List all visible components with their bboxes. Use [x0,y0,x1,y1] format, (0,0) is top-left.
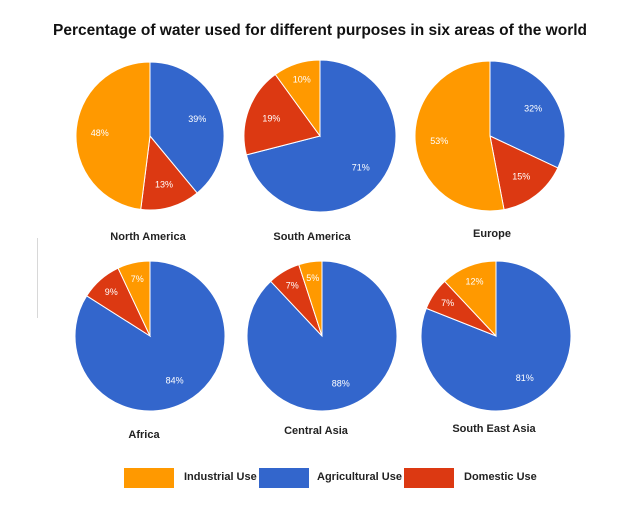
pie-europe: 32% 15% 53% Europe [414,60,566,240]
legend-label-agricultural: Agricultural Use [317,471,402,483]
pie-africa: 84% 9% 7% Africa [74,260,226,441]
region-label-south-east-asia: South East Asia [452,423,536,435]
pie-label-europe-agricultural: 32% [524,104,542,114]
pie-label-central-asia-agricultural: 88% [332,378,350,388]
chart-title: Percentage of water used for different p… [52,22,588,39]
pie-label-north-america-industrial: 48% [91,128,109,138]
pie-slice-south-east-asia-agricultural [420,260,572,412]
pie-slice-north-america-agricultural [149,61,225,194]
region-label-africa: Africa [128,429,160,441]
pie-slice-south-america-industrial [274,59,321,138]
pie-label-south-east-asia-agricultural: 81% [516,373,534,383]
pie-label-south-east-asia-domestic: 7% [441,298,454,308]
pie-slice-south-america-agricultural [245,59,397,213]
pie-label-africa-industrial: 7% [131,274,144,284]
divider-line [37,238,38,318]
legend-label-industrial: Industrial Use [184,471,257,483]
pie-slice-europe-domestic [489,135,559,211]
pie-label-central-asia-industrial: 5% [306,273,319,283]
pie-slice-africa-industrial [117,260,151,337]
pie-label-north-america-agricultural: 39% [188,114,206,124]
pie-label-south-america-industrial: 10% [293,75,311,85]
pie-label-south-america-agricultural: 71% [352,163,370,173]
legend: Industrial Use Agricultural Use Domestic… [124,466,544,490]
pie-slice-north-america-industrial [75,61,151,210]
region-label-europe: Europe [473,228,511,240]
legend-swatch-agricultural [259,468,309,488]
region-label-south-america: South America [273,231,351,243]
pie-north-america: 39% 13% 48% North America [75,61,225,243]
region-label-north-america: North America [110,231,186,243]
legend-label-domestic: Domestic Use [464,471,537,483]
pie-label-europe-domestic: 15% [512,171,530,181]
pie-south-east-asia: 81% 7% 12% South East Asia [420,260,572,435]
pie-label-africa-domestic: 9% [105,287,118,297]
legend-swatch-industrial [124,468,174,488]
pie-slice-europe-industrial [414,60,505,212]
pie-label-africa-agricultural: 84% [166,376,184,386]
legend-swatch-domestic [404,468,454,488]
pie-slice-south-east-asia-industrial [443,260,497,338]
pie-slice-central-asia-industrial [298,260,323,337]
pie-slice-europe-agricultural [489,60,566,169]
pie-label-south-east-asia-industrial: 12% [465,277,483,287]
pie-label-north-america-domestic: 13% [155,179,173,189]
pie-label-europe-industrial: 53% [430,136,448,146]
pie-slice-north-america-domestic [140,134,198,211]
pie-central-asia: 88% 7% 5% Central Asia [246,260,398,437]
pie-label-south-america-domestic: 19% [262,114,280,124]
pie-label-central-asia-domestic: 7% [286,281,299,291]
pie-slice-south-america-domestic [243,73,321,156]
region-label-central-asia: Central Asia [284,425,349,437]
pie-south-america: 71% 19% 10% South America [243,59,397,243]
